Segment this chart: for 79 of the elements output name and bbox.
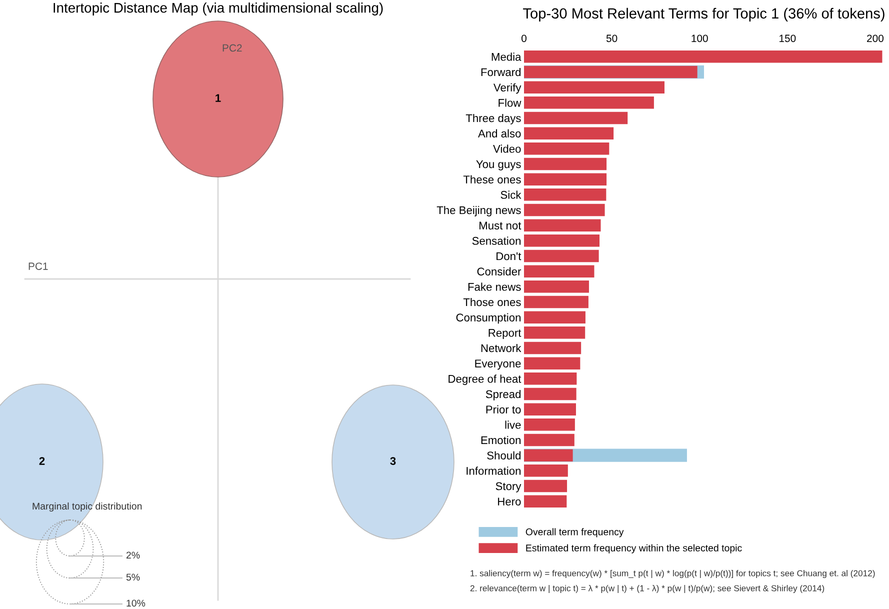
bar bbox=[524, 311, 586, 324]
text: 1. saliency(term w) = frequency(w) * [sum_t p(t | w) * log(p(t | w)/p(t))] for topics t; see Chuang et. al (2012) bbox=[470, 570, 875, 578]
y-tick-label: Hero bbox=[498, 498, 521, 506]
y-tick-label: Consider bbox=[477, 267, 522, 276]
bar bbox=[524, 142, 610, 155]
y-tick-label: Sick bbox=[500, 190, 522, 199]
bar bbox=[524, 173, 607, 186]
y-tick-label: You guys bbox=[476, 160, 521, 170]
y-tick-label: Report bbox=[488, 329, 522, 339]
x-tick-label: 0 bbox=[522, 34, 526, 42]
y-tick-label: Should bbox=[487, 451, 521, 460]
y-tick-label: These ones bbox=[463, 175, 521, 184]
text: Intertopic Distance Map (via multidimensional scaling) bbox=[54, 2, 383, 16]
text: PC2 bbox=[222, 44, 242, 52]
x-tick-label: 150 bbox=[780, 34, 796, 42]
bar bbox=[524, 50, 882, 63]
bar bbox=[524, 449, 573, 462]
bar bbox=[524, 250, 599, 262]
bar bbox=[524, 158, 607, 170]
bar bbox=[524, 296, 588, 308]
bar bbox=[524, 280, 589, 293]
bar bbox=[524, 418, 575, 431]
bar bbox=[524, 219, 601, 232]
bar bbox=[524, 342, 582, 354]
bar bbox=[524, 127, 614, 140]
y-tick-label: Network bbox=[481, 344, 522, 352]
y-tick-label: Flow bbox=[498, 98, 522, 107]
x-tick-label: 50 bbox=[606, 34, 618, 42]
y-tick-label: Everyone bbox=[475, 360, 521, 370]
bar bbox=[524, 372, 577, 385]
bar bbox=[524, 96, 654, 109]
y-tick-label: Fake news bbox=[468, 282, 521, 291]
y-tick-label: Video bbox=[493, 144, 521, 153]
y-tick-label: The Beijing news bbox=[436, 206, 521, 216]
legend-label: Estimated term frequency within the selected topic bbox=[526, 544, 742, 554]
bar bbox=[524, 464, 568, 477]
text: 10% bbox=[126, 600, 146, 607]
bar bbox=[524, 265, 594, 278]
y-tick-label: Degree of heat bbox=[448, 374, 522, 385]
text: 2% bbox=[126, 552, 140, 559]
y-tick-label: Prior to bbox=[486, 405, 521, 414]
y-tick-label: Media bbox=[492, 52, 522, 61]
y-tick-label: Information bbox=[466, 466, 521, 475]
bar bbox=[524, 403, 576, 416]
bar bbox=[524, 388, 576, 400]
bar bbox=[524, 326, 586, 339]
text: 2. relevance(term w | topic t) = λ * p(w | t) + (1 - λ) * p(w | t)/p(w); see Sievert & Shirley (2014) bbox=[470, 584, 824, 594]
bar bbox=[524, 204, 605, 216]
bar bbox=[524, 81, 664, 94]
y-tick-label: Verify bbox=[493, 83, 522, 94]
category-label: 2 bbox=[39, 457, 45, 465]
y-tick-label: live bbox=[505, 420, 521, 429]
bar bbox=[524, 480, 568, 492]
legend-title: Marginal topic distribution bbox=[32, 502, 142, 512]
y-tick-label: Consumption bbox=[456, 313, 521, 324]
bar bbox=[524, 112, 628, 124]
bar bbox=[524, 357, 580, 370]
text: PC1 bbox=[28, 262, 48, 270]
category-label: 3 bbox=[390, 457, 396, 465]
y-tick-label: Spread bbox=[486, 390, 521, 400]
x-tick-label: 100 bbox=[692, 34, 708, 42]
y-tick-label: And also bbox=[478, 129, 521, 138]
y-tick-label: Those ones bbox=[463, 298, 521, 306]
y-tick-label: Emotion bbox=[481, 436, 521, 444]
chart-title: Top-30 Most Relevant Terms for Topic 1 (36% of tokens) bbox=[523, 8, 884, 22]
y-tick-label: Forward bbox=[481, 68, 521, 76]
bar bbox=[524, 434, 574, 446]
y-tick-label: Don't bbox=[496, 252, 522, 260]
text: 5% bbox=[126, 574, 140, 581]
bar bbox=[524, 495, 567, 508]
y-tick-label: Three days bbox=[466, 114, 521, 124]
y-tick-label: Story bbox=[496, 482, 522, 492]
y-tick-label: Must not bbox=[480, 222, 522, 230]
bar bbox=[524, 234, 600, 247]
category-label: 1 bbox=[216, 94, 221, 102]
legend-label: Overall term frequency bbox=[526, 528, 624, 538]
y-tick-label: Sensation bbox=[472, 236, 521, 245]
bar bbox=[524, 188, 606, 201]
x-tick-label: 200 bbox=[867, 34, 884, 42]
